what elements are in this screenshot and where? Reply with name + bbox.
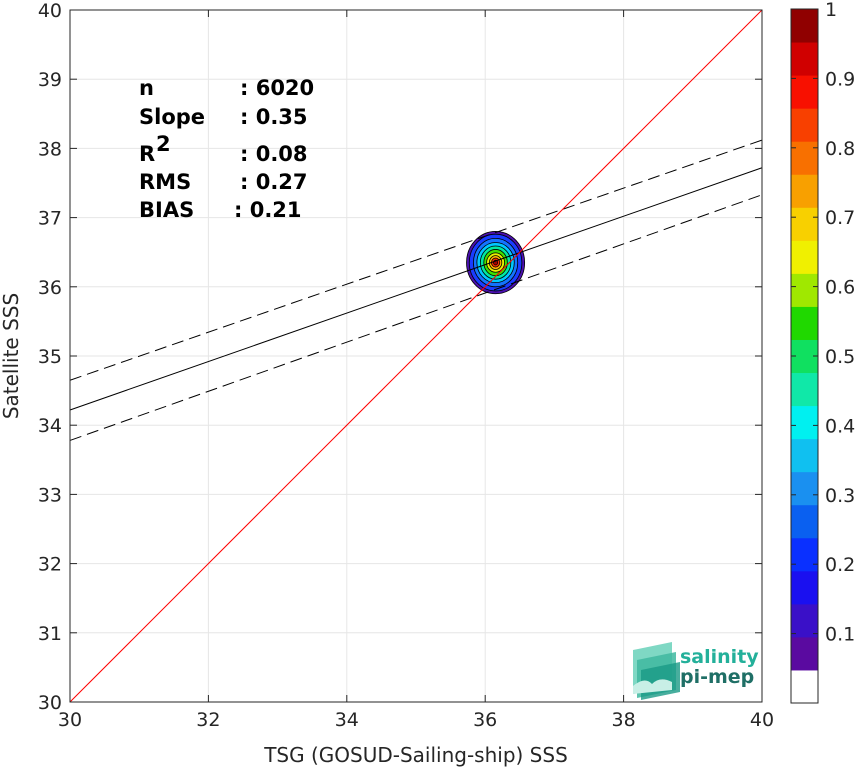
y-tick-label: 37 <box>38 208 62 230</box>
x-tick-label: 30 <box>58 709 82 731</box>
colorbar-segment <box>791 9 818 43</box>
colorbar-segment <box>791 537 818 572</box>
stat-label: R <box>139 142 155 166</box>
colorbar-segment <box>791 405 818 440</box>
colorbar-segment <box>791 240 818 274</box>
colorbar-tick-label: 0.8 <box>825 138 855 160</box>
colorbar-segment <box>791 504 818 539</box>
colorbar-tick-label: 0.1 <box>825 624 855 646</box>
fit-lower-line <box>69 194 763 441</box>
y-tick-label: 33 <box>38 484 62 506</box>
stat-label: Slope <box>139 105 205 129</box>
y-tick-label: 35 <box>38 346 62 368</box>
colorbar-tick-label: 1 <box>825 0 837 21</box>
colorbar-segment <box>791 141 818 175</box>
x-tick-label: 38 <box>612 709 636 731</box>
x-tick-label: 40 <box>750 709 774 731</box>
x-tick-label: 36 <box>473 709 497 731</box>
fit-line <box>69 167 763 411</box>
colorbar-tick-label: 0.9 <box>825 68 855 90</box>
stat-label: BIAS <box>139 198 194 222</box>
y-tick-label: 32 <box>38 554 62 576</box>
colorbar-tick-label: 0.7 <box>825 207 855 229</box>
stat-label-superscript: 2 <box>156 132 171 156</box>
regression-lines <box>69 9 763 703</box>
identity-line <box>69 9 763 703</box>
stat-value: : 0.27 <box>240 170 308 194</box>
stat-value: : 0.08 <box>240 142 308 166</box>
density-contours <box>466 231 526 295</box>
colorbar: 0.1 0.2 0.3 0.4 0.5 0.6 0.7 0.8 0.9 1 <box>790 0 855 704</box>
stat-label: RMS <box>139 170 191 194</box>
y-tick-label: 39 <box>38 69 62 91</box>
colorbar-segment <box>791 669 818 704</box>
y-tick-label: 30 <box>38 692 62 714</box>
colorbar-segment <box>791 174 818 208</box>
colorbar-segment <box>791 75 818 109</box>
x-tick-label: 34 <box>335 709 359 731</box>
y-tick-label: 38 <box>38 138 62 160</box>
colorbar-segment <box>791 372 818 407</box>
y-ticks: 30 31 32 33 34 35 36 37 38 39 40 <box>38 0 762 714</box>
salinity-pimep-logo: salinity pi-mep <box>633 642 759 700</box>
colorbar-tick-label: 0.6 <box>825 277 855 299</box>
colorbar-segment <box>791 42 818 76</box>
x-axis-label: TSG (GOSUD-Sailing-ship) SSS <box>263 743 568 767</box>
stats-box: n : 6020 Slope : 0.35 R 2 : 0.08 RMS : 0.27 BIAS:… <box>139 76 314 222</box>
colorbar-segment <box>791 603 818 638</box>
logo-icon <box>633 642 680 700</box>
y-axis-label: Satellite SSS <box>0 293 23 419</box>
stat-label: n <box>139 76 154 100</box>
colorbar-segment <box>791 273 818 307</box>
colorbar-segment <box>791 438 818 473</box>
colorbar-segment <box>791 636 818 671</box>
logo-text-pimep: pi-mep <box>680 666 754 688</box>
stat-value: : 0.21 <box>234 198 302 222</box>
colorbar-tick-label: 0.4 <box>825 415 855 437</box>
stat-value: : 0.35 <box>240 105 308 129</box>
stat-value: : 6020 <box>240 76 314 100</box>
colorbar-tick-label: 0.5 <box>825 346 855 368</box>
x-ticks: 30 32 34 36 38 40 <box>58 10 774 731</box>
y-tick-label: 31 <box>38 623 62 645</box>
colorbar-tick-label: 0.2 <box>825 554 855 576</box>
colorbar-segment <box>791 471 818 506</box>
colorbar-segment <box>791 306 818 340</box>
y-tick-label: 36 <box>38 277 62 299</box>
y-tick-label: 34 <box>38 415 62 437</box>
fit-upper-line <box>69 139 763 381</box>
colorbar-segment <box>791 108 818 142</box>
y-tick-label: 40 <box>38 0 62 22</box>
colorbar-segment <box>791 207 818 241</box>
x-tick-label: 32 <box>196 709 220 731</box>
colorbar-segment <box>791 570 818 605</box>
colorbar-tick-label: 0.3 <box>825 485 855 507</box>
logo-text-salinity: salinity <box>680 646 759 668</box>
